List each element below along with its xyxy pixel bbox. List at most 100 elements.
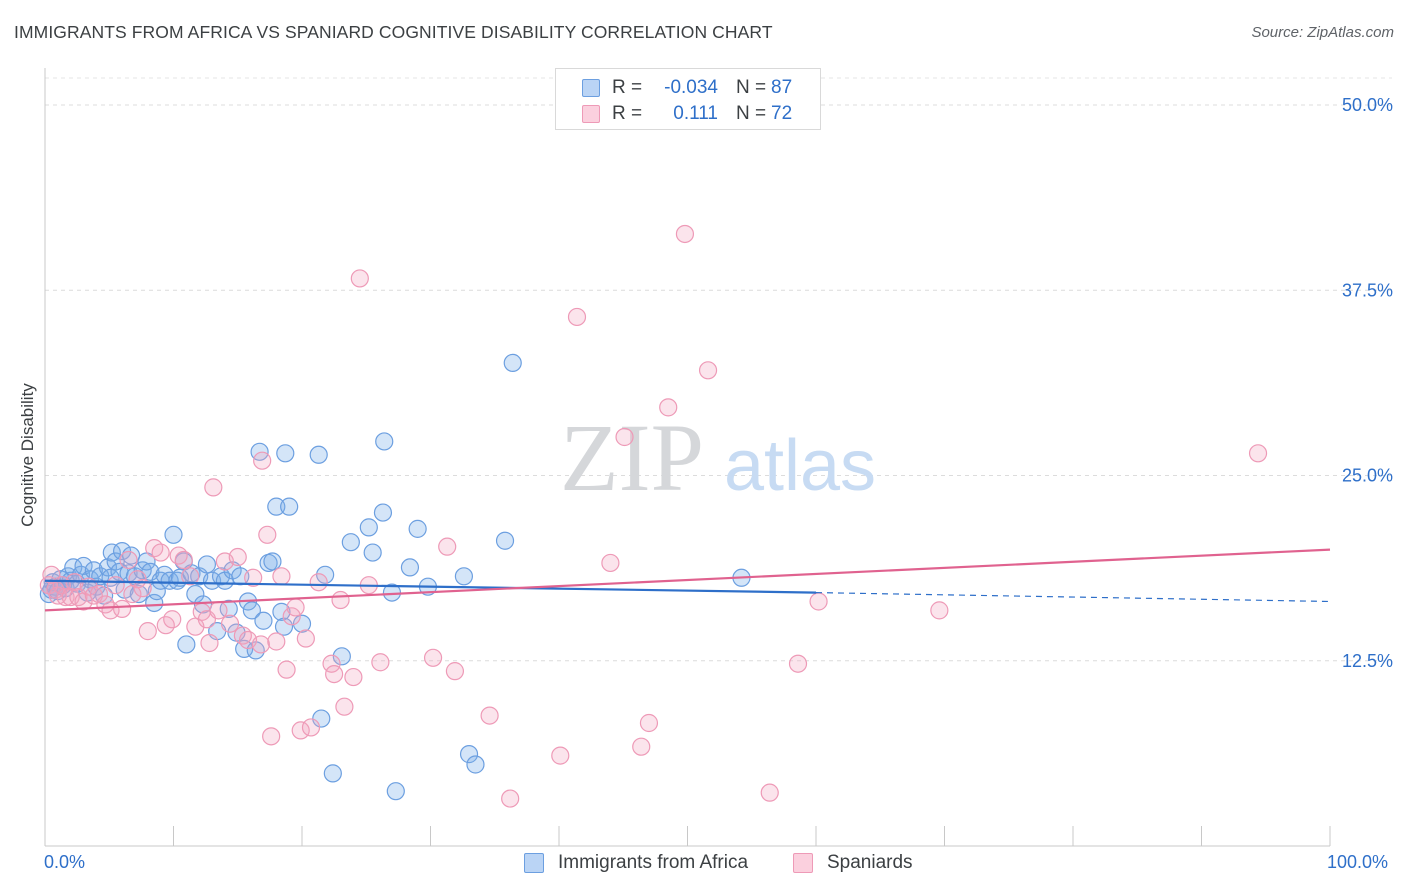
spaniards-point <box>262 727 281 746</box>
africa-point <box>323 764 342 783</box>
spaniards-point <box>639 713 659 733</box>
legend-swatch-africa <box>582 79 600 97</box>
africa-point <box>386 782 405 801</box>
spaniards-point <box>675 224 695 244</box>
africa-point <box>454 567 474 586</box>
series-africa <box>39 353 751 801</box>
legend-row-spaniards: R = 0.111 N = 72 <box>556 101 820 127</box>
legend-swatch-spaniards <box>582 105 600 123</box>
spaniards-point <box>501 789 520 808</box>
spaniards-point <box>220 614 240 633</box>
africa-point <box>133 561 152 580</box>
africa-point <box>363 543 382 562</box>
africa-point <box>466 755 485 774</box>
spaniards-point <box>112 599 132 618</box>
spaniards-point <box>209 601 228 620</box>
spaniards-point <box>296 629 315 648</box>
spaniards-point <box>601 553 620 573</box>
spaniards-point <box>423 648 443 667</box>
africa-point <box>254 611 273 630</box>
spaniards-point <box>133 579 152 598</box>
africa-point <box>503 353 522 372</box>
y-tick-label-2: 37.5% <box>1342 280 1393 300</box>
africa-point <box>137 552 156 571</box>
spaniards-point <box>272 567 291 586</box>
chart-title: IMMIGRANTS FROM AFRICA VS SPANIARD COGNI… <box>14 22 773 42</box>
spaniards-point <box>350 269 369 288</box>
spaniards-point <box>760 783 779 802</box>
spaniards-point <box>253 451 272 470</box>
spaniards-point <box>325 664 344 684</box>
legend-swatch-spaniards <box>793 853 813 873</box>
n-value: 72 <box>771 103 793 124</box>
series-legend: Immigrants from Africa Spaniards <box>0 851 1406 877</box>
trend-line-africa <box>44 579 817 594</box>
africa-point <box>292 614 312 633</box>
n-label: N = <box>736 103 767 124</box>
y-axis-label: Cognitive Disability <box>18 383 37 527</box>
africa-point <box>197 555 217 574</box>
spaniards-point <box>282 607 301 626</box>
africa-point <box>263 552 282 571</box>
spaniards-point <box>615 427 634 447</box>
africa-point <box>112 542 132 561</box>
r-value: -0.034 <box>664 77 718 98</box>
legend-label-africa: Immigrants from Africa <box>558 852 749 873</box>
africa-point <box>267 497 286 516</box>
spaniards-point <box>89 584 109 604</box>
spaniards-point <box>277 660 296 679</box>
africa-point <box>242 601 261 620</box>
spaniards-point <box>788 654 808 673</box>
spaniards-point <box>204 478 223 497</box>
spaniards-point <box>445 662 465 681</box>
africa-point <box>495 531 515 550</box>
spaniards-point <box>371 653 390 672</box>
spaniards-point <box>438 537 457 556</box>
spaniards-point <box>174 550 193 570</box>
africa-point <box>459 745 479 764</box>
africa-point <box>332 647 351 666</box>
spaniards-point <box>930 601 949 620</box>
spaniards-point <box>151 543 170 562</box>
africa-point <box>202 571 222 590</box>
africa-point <box>375 432 394 451</box>
y-tick-label-1: 25.0% <box>1342 466 1393 486</box>
spaniards-point <box>119 550 138 570</box>
africa-point <box>164 525 183 544</box>
spaniards-point <box>181 567 200 586</box>
legend-row-africa: R = -0.034 N = 87 <box>556 75 820 101</box>
spaniards-point <box>163 610 182 629</box>
n-value: 87 <box>771 77 793 98</box>
spaniards-point <box>106 576 125 595</box>
legend-label-spaniards: Spaniards <box>827 852 913 873</box>
africa-point <box>316 565 335 584</box>
n-label: N = <box>736 77 767 98</box>
spaniards-point <box>251 635 270 654</box>
spaniards-point <box>698 361 718 380</box>
spaniards-point <box>344 667 363 687</box>
watermark: ZIP atlas <box>560 404 876 511</box>
africa-point <box>193 595 213 614</box>
spaniards-point <box>567 307 587 327</box>
spaniards-point <box>244 568 263 587</box>
watermark-atlas: atlas <box>724 426 876 506</box>
spaniards-point <box>267 632 286 651</box>
spaniards-point <box>632 737 651 756</box>
watermark-zip: ZIP <box>560 404 704 511</box>
y-tick-label-3: 50.0% <box>1342 95 1393 115</box>
africa-point <box>145 593 164 613</box>
spaniards-point <box>228 547 247 567</box>
spaniards-point <box>551 746 570 765</box>
africa-point <box>177 635 196 654</box>
series-spaniards <box>39 224 1268 808</box>
y-tick-label-0: 12.5% <box>1342 651 1393 671</box>
africa-point <box>408 519 427 538</box>
source-credit: Source: ZipAtlas.com <box>1251 24 1394 41</box>
africa-point <box>341 533 360 552</box>
x-tick-min: 0.0% <box>44 852 86 872</box>
africa-point <box>235 639 254 659</box>
spaniards-point <box>301 718 321 737</box>
africa-point <box>400 558 420 577</box>
legend-swatch-africa <box>524 853 544 873</box>
